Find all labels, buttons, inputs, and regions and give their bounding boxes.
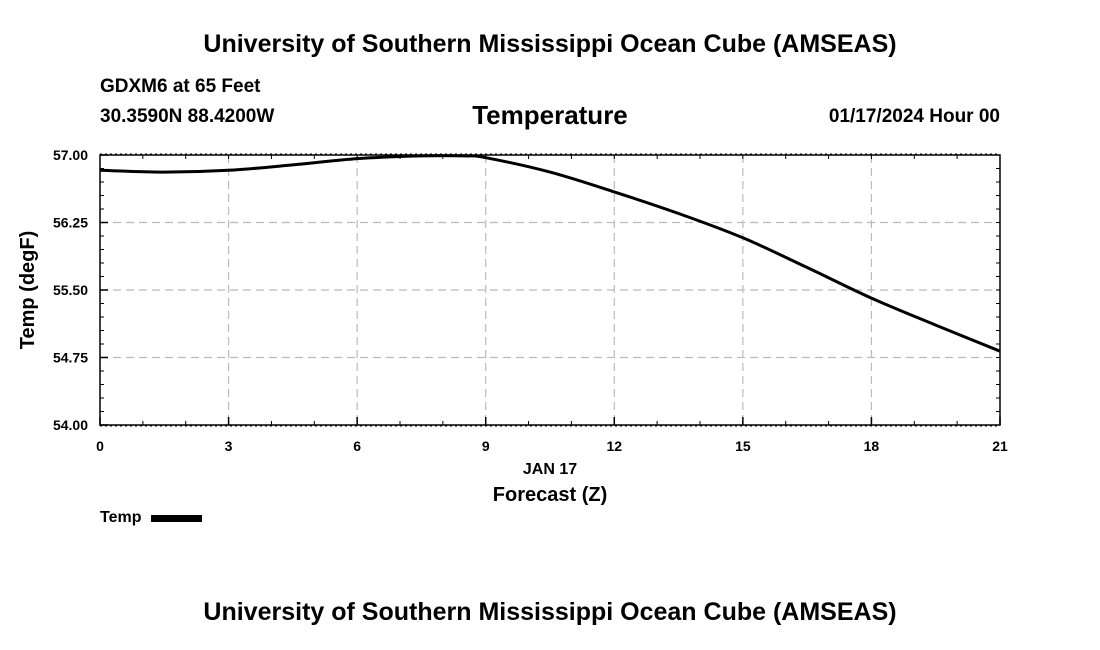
- x-tick-label: 21: [992, 438, 1008, 454]
- footer-title: University of Southern Mississippi Ocean…: [203, 598, 897, 626]
- legend-label: Temp: [100, 509, 142, 526]
- x-date-label: JAN 17: [523, 461, 577, 478]
- x-tick-label: 0: [96, 438, 104, 454]
- station-label: GDXM6 at 65 Feet: [100, 76, 261, 97]
- forecast-datetime: 01/17/2024 Hour 00: [828, 106, 1000, 127]
- y-tick-label: 56.25: [53, 215, 88, 231]
- x-axis-label: Forecast (Z): [493, 484, 607, 506]
- x-tick-label: 15: [735, 438, 751, 454]
- y-axis-label: Temp (degF): [17, 231, 39, 350]
- x-tick-label: 6: [353, 438, 361, 454]
- legend-swatch: [151, 514, 203, 522]
- report-title: University of Southern Mississippi Ocean…: [203, 30, 897, 58]
- x-tick-label: 18: [864, 438, 880, 454]
- y-tick-label: 55.50: [53, 282, 88, 298]
- y-tick-label: 57.00: [53, 147, 88, 163]
- station-coordinates: 30.3590N 88.4200W: [100, 106, 275, 127]
- temp-series-line: [99, 154, 1001, 353]
- legend: Temp: [100, 509, 203, 527]
- x-tick-label: 3: [225, 438, 233, 454]
- y-tick-label: 54.75: [53, 350, 88, 366]
- chart-title: Temperature: [472, 100, 628, 130]
- y-tick-label: 54.00: [53, 417, 88, 433]
- x-tick-label: 9: [482, 438, 490, 454]
- x-tick-label: 12: [606, 438, 622, 454]
